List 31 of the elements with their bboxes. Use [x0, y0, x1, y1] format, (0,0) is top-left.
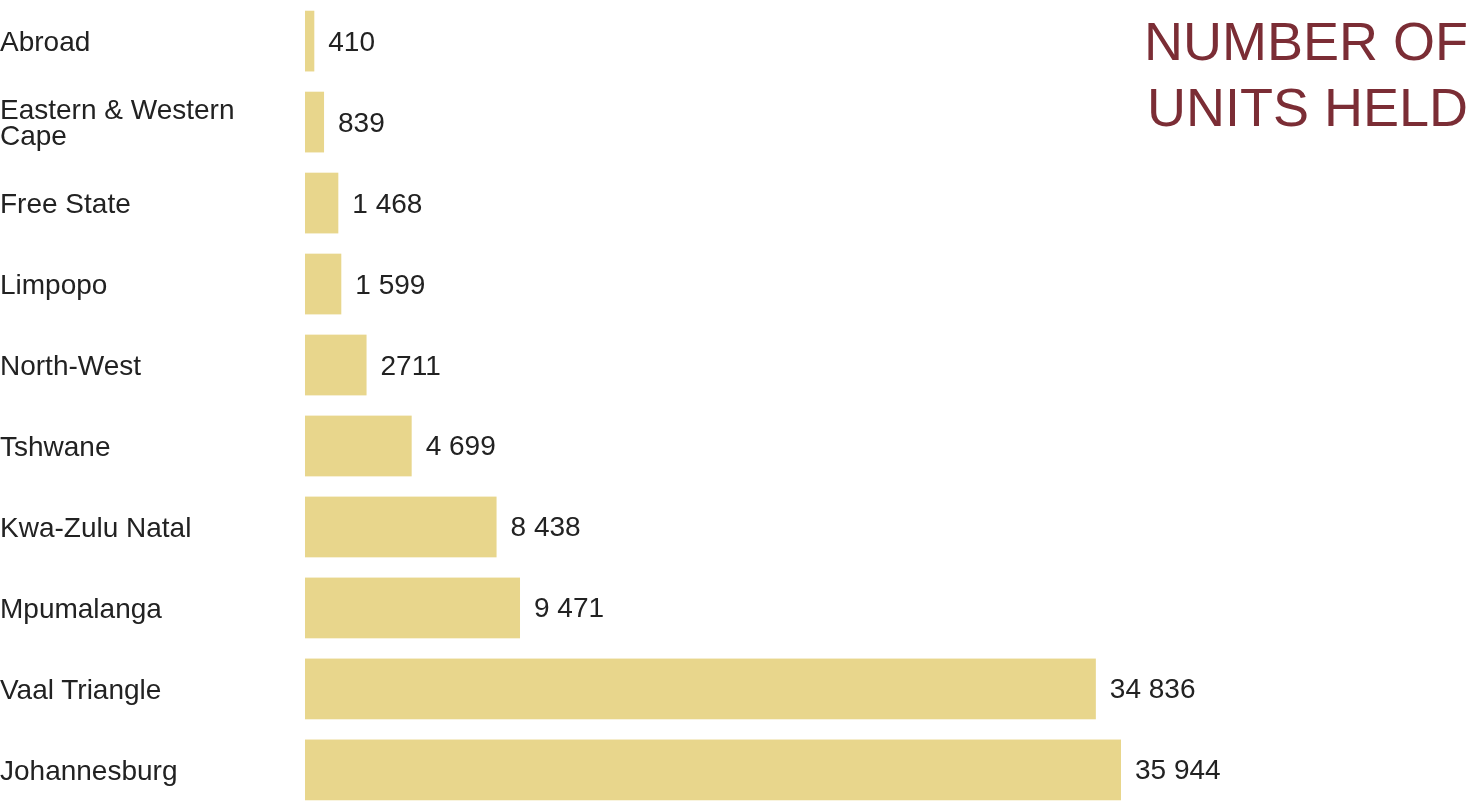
y-tick-label: Free State — [0, 187, 131, 219]
bar — [305, 10, 315, 72]
bar — [305, 172, 339, 234]
data-label: 1 599 — [355, 268, 426, 300]
data-label: 410 — [328, 25, 376, 57]
y-tick-label: Kwa-Zulu Natal — [0, 511, 192, 543]
y-tick-label: Johannesburg — [0, 754, 178, 786]
bar — [305, 253, 342, 315]
y-tick-label: Vaal Triangle — [0, 673, 162, 705]
bar — [305, 334, 367, 396]
y-tick-label: Tshwane — [0, 430, 111, 462]
data-label: 2711 — [380, 349, 441, 381]
data-label: 34 836 — [1109, 673, 1196, 705]
bar — [305, 91, 325, 153]
y-tick-label: North-West — [0, 349, 142, 381]
bar — [305, 577, 521, 639]
y-tick-label: Limpopo — [0, 268, 108, 300]
data-label: 4 699 — [425, 430, 496, 462]
text: NUMBER OF UNITS HELD — [1144, 11, 1468, 137]
data-label: 839 — [338, 106, 385, 138]
y-tick-label: Eastern & Western Cape — [0, 93, 235, 151]
y-tick-label: Abroad — [0, 25, 91, 57]
bar — [305, 415, 412, 477]
data-label: 1 468 — [352, 187, 423, 219]
bar — [305, 658, 1096, 720]
y-tick-label: Mpumalanga — [0, 592, 163, 624]
data-label: 8 438 — [510, 511, 581, 543]
data-label: 9 471 — [534, 592, 605, 624]
data-label: 35 944 — [1135, 754, 1221, 786]
bar — [305, 496, 497, 558]
bar — [305, 739, 1121, 801]
